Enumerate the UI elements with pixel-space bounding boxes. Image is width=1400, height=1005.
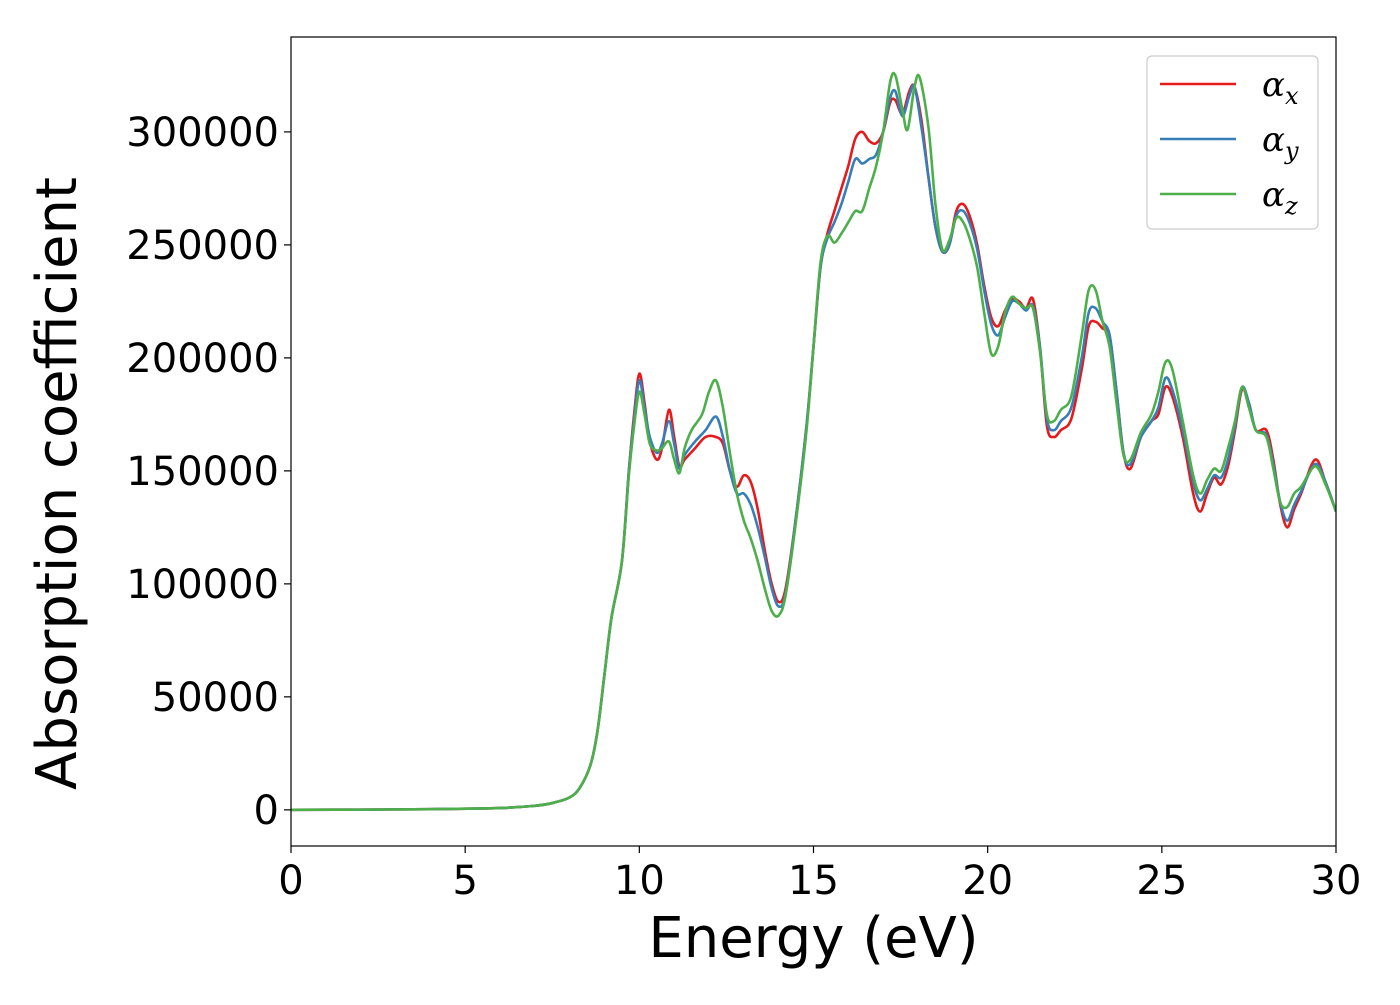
y-tick-label: 300000 [126, 110, 279, 156]
series-line-z [291, 71, 1336, 812]
y-tick-label: 150000 [126, 449, 279, 495]
y-axis-label: Absorption coefficient [25, 177, 90, 790]
y-tick-label: 100000 [126, 562, 279, 608]
x-tick-label: 0 [278, 858, 303, 904]
legend-label-y: αy [1262, 120, 1299, 165]
legend-box [1146, 55, 1319, 230]
y-axis: 0 50000 100000 150000 200000 250000 300000 [126, 110, 291, 834]
x-axis-label: Energy (eV) [648, 906, 978, 971]
x-tick-label: 25 [1136, 858, 1187, 904]
x-axis: 0 5 10 15 20 25 30 [278, 846, 1361, 904]
legend-label-x: αx [1262, 65, 1299, 110]
x-tick-label: 10 [614, 858, 665, 904]
x-tick-label: 20 [962, 858, 1013, 904]
y-tick-label: 0 [254, 788, 279, 834]
x-tick-label: 15 [788, 858, 839, 904]
plot-series-group [291, 71, 1336, 812]
x-tick-label: 5 [452, 858, 477, 904]
y-tick-label: 250000 [126, 223, 279, 269]
y-tick-label: 50000 [152, 675, 279, 721]
legend: αx αy αz [1146, 55, 1319, 230]
y-tick-label: 200000 [126, 336, 279, 382]
x-tick-label: 30 [1311, 858, 1362, 904]
legend-label-z: αz [1262, 175, 1298, 220]
